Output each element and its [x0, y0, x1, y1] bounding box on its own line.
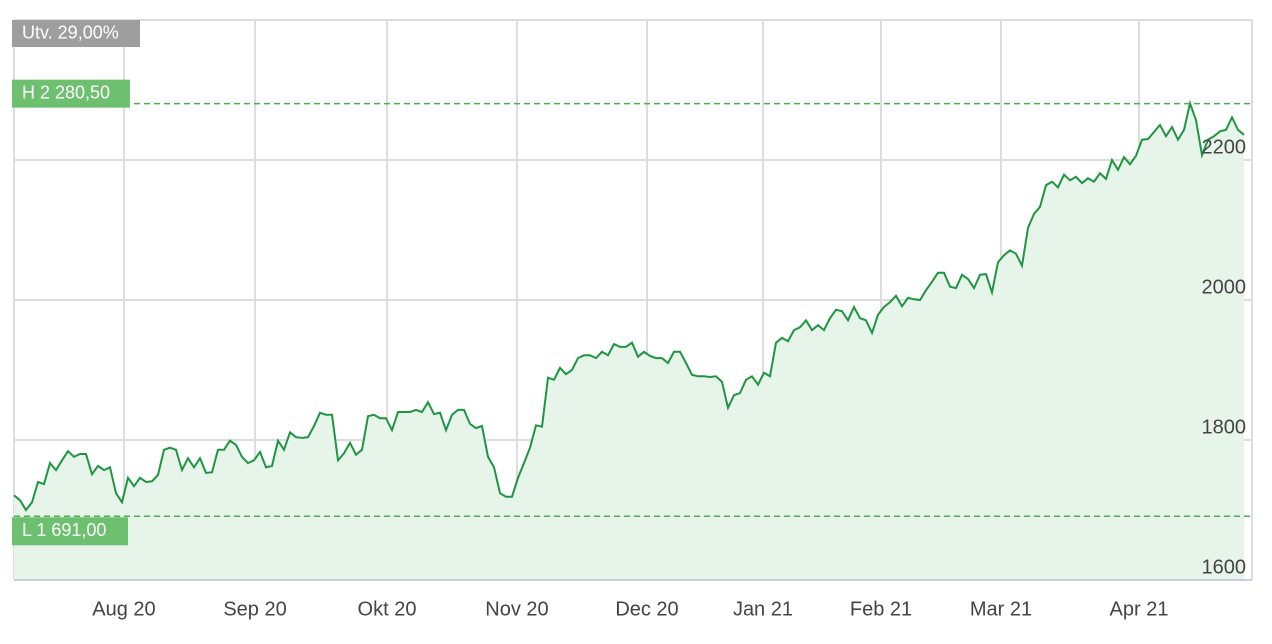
y-tick-label: 2200 — [1202, 136, 1247, 158]
y-tick-label: 1800 — [1202, 416, 1247, 438]
x-tick-label: Feb 21 — [850, 598, 912, 620]
high-label: H 2 280,50 — [22, 82, 110, 102]
high-badge — [12, 79, 130, 108]
x-tick-label: Sep 20 — [223, 598, 286, 620]
x-tick-label: Okt 20 — [358, 598, 417, 620]
x-tick-label: Mar 21 — [970, 598, 1032, 620]
x-tick-label: Aug 20 — [92, 598, 155, 620]
annotation: Utv. 29,00% — [22, 22, 119, 42]
y-tick-label: 1600 — [1202, 556, 1247, 578]
x-tick-label: Jan 21 — [733, 598, 793, 620]
x-tick-label: Dec 20 — [615, 598, 678, 620]
x-tick-label: Nov 20 — [485, 598, 548, 620]
line — [13, 99, 1245, 512]
x-tick-label: Apr 21 — [1110, 598, 1169, 620]
y-tick-label: 2000 — [1202, 276, 1247, 298]
area — [14, 103, 1244, 581]
low-badge — [12, 517, 128, 546]
low-label: L 1 691,00 — [22, 520, 106, 540]
annotation-badge — [12, 20, 140, 47]
